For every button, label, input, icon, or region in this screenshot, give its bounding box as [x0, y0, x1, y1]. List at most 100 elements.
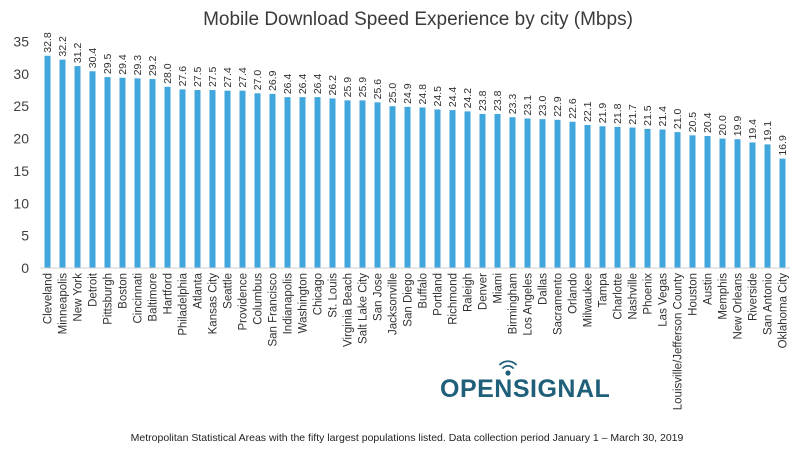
- x-tick-label: Virginia Beach: [343, 273, 355, 347]
- y-tick-label: 30: [13, 66, 29, 82]
- x-tick-label: Washington: [298, 273, 310, 333]
- bar: [104, 77, 111, 268]
- y-tick-label: 10: [13, 195, 29, 211]
- bar: [449, 110, 456, 269]
- bar: [539, 119, 546, 269]
- data-label: 19.9: [732, 116, 744, 137]
- y-tick-label: 5: [21, 228, 29, 244]
- data-label: 29.2: [147, 55, 159, 76]
- bar: [179, 89, 186, 268]
- data-label: 19.1: [762, 121, 774, 142]
- x-tick-label: St. Louis: [328, 273, 340, 318]
- bar: [389, 106, 396, 268]
- bar: [149, 79, 156, 268]
- data-label: 23.8: [477, 90, 489, 111]
- x-tick-label: San Antonio: [763, 273, 775, 335]
- data-label: 26.4: [297, 74, 309, 95]
- data-label: 16.9: [777, 135, 789, 156]
- bar: [689, 135, 696, 268]
- x-tick-label: Jacksonville: [388, 273, 400, 335]
- x-tick-label: Pittsburgh: [103, 273, 115, 325]
- data-label: 21.4: [657, 106, 669, 127]
- data-label: 29.5: [102, 53, 114, 74]
- data-label: 25.6: [372, 79, 384, 100]
- data-label: 23.3: [507, 94, 519, 115]
- bar: [44, 55, 51, 268]
- x-tick-label: Riverside: [748, 273, 760, 321]
- data-label: 26.2: [327, 75, 339, 96]
- x-tick-label: Charlotte: [613, 273, 625, 320]
- bar: [254, 93, 261, 269]
- x-tick-label: Kansas City: [208, 273, 220, 335]
- bar: [734, 139, 741, 268]
- data-label: 24.9: [402, 83, 414, 104]
- x-tick-label: Las Vegas: [658, 273, 670, 327]
- bar: [704, 135, 711, 268]
- bar: [719, 138, 726, 268]
- chart-title: Mobile Download Speed Experience by city…: [203, 9, 633, 30]
- data-label: 25.9: [342, 77, 354, 98]
- bar: [134, 78, 141, 268]
- y-tick-label: 15: [13, 163, 29, 179]
- data-label: 21.8: [612, 103, 624, 124]
- x-tick-label: Nashville: [628, 273, 640, 320]
- bar: [344, 100, 351, 268]
- data-label: 28.0: [162, 63, 174, 84]
- x-tick-label: Minneapolis: [58, 273, 70, 335]
- bar: [224, 90, 231, 268]
- x-tick-label: New York: [73, 273, 85, 322]
- bar-series: [44, 55, 786, 269]
- data-label: 24.5: [432, 86, 444, 107]
- bar: [479, 113, 486, 268]
- bar: [434, 109, 441, 268]
- bar: [764, 144, 771, 268]
- data-label: 27.5: [192, 66, 204, 87]
- x-tick-label: Detroit: [88, 272, 100, 307]
- data-label: 32.8: [42, 32, 54, 53]
- data-label: 27.5: [207, 66, 219, 87]
- data-label: 24.4: [447, 87, 459, 108]
- bar: [194, 90, 201, 269]
- data-label: 22.9: [552, 96, 564, 117]
- x-tick-label: Austin: [703, 273, 715, 305]
- x-tick-label: Sacramento: [553, 273, 565, 335]
- data-label: 30.4: [87, 48, 99, 69]
- x-tick-label: Houston: [688, 273, 700, 316]
- y-tick-label: 0: [21, 260, 29, 276]
- data-label: 21.7: [627, 104, 639, 125]
- x-tick-label: Dallas: [538, 273, 550, 305]
- bar: [329, 98, 336, 268]
- x-tick-label: Oklahoma City: [778, 273, 790, 349]
- x-tick-label: Salt Lake City: [358, 273, 370, 344]
- data-label: 26.4: [282, 74, 294, 95]
- data-label: 27.4: [237, 67, 249, 88]
- x-tick-label: Milwaukee: [583, 273, 595, 327]
- y-axis: 0 5 10 15 20 25 30 35: [13, 34, 29, 277]
- data-label: 19.4: [747, 119, 759, 140]
- data-label: 20.0: [717, 115, 729, 136]
- x-tick-label: Portland: [433, 273, 445, 316]
- data-label: 22.6: [567, 98, 579, 119]
- data-label: 23.0: [537, 96, 549, 117]
- bar: [584, 124, 591, 268]
- x-tick-label: Richmond: [448, 273, 460, 325]
- x-tick-label: Chicago: [313, 273, 325, 315]
- x-tick-label: Birmingham: [508, 273, 520, 334]
- y-tick-label: 20: [13, 131, 29, 147]
- bar: [359, 100, 366, 268]
- bar: [164, 86, 171, 268]
- x-tick-label: Columbus: [253, 273, 265, 325]
- x-tick-label: Boston: [118, 273, 130, 309]
- bar: [419, 107, 426, 268]
- x-tick-label: Orlando: [568, 273, 580, 314]
- bar: [509, 117, 516, 268]
- x-tick-label: Louisville/Jefferson County: [673, 273, 685, 410]
- bar: [749, 142, 756, 268]
- data-label: 20.5: [687, 112, 699, 133]
- bar: [659, 129, 666, 268]
- data-label: 23.8: [492, 90, 504, 111]
- bar: [779, 158, 786, 268]
- x-tick-label: Tampa: [598, 272, 610, 307]
- bar: [74, 66, 81, 268]
- x-tick-label: Raleigh: [463, 273, 475, 312]
